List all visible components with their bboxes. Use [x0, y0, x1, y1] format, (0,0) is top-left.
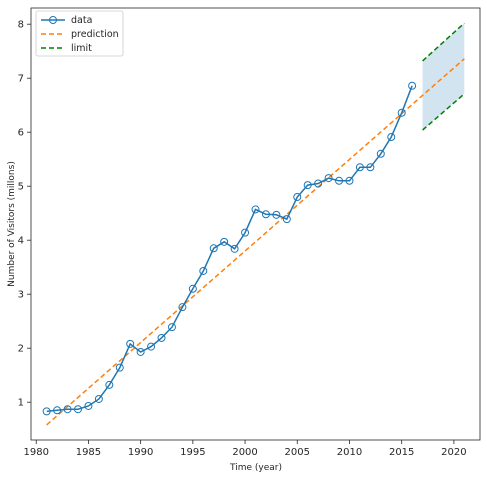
data-point-2014 — [387, 133, 396, 142]
y-tick-label-6: 6 — [18, 128, 24, 139]
x-tick-label-2005: 2005 — [285, 447, 310, 458]
legend: data prediction limit — [35, 10, 124, 57]
data-point-1989 — [126, 339, 135, 348]
data-point-2000 — [241, 228, 250, 237]
data-point-1986 — [94, 394, 103, 403]
x-tick-label-2000: 2000 — [232, 447, 257, 458]
data-point-2015 — [397, 108, 406, 117]
y-tick-label-7: 7 — [18, 74, 24, 85]
data-point-2005 — [293, 193, 302, 201]
prediction-line — [46, 58, 465, 426]
data-point-1999 — [230, 244, 239, 253]
data-point-1997 — [209, 244, 218, 253]
legend-label-prediction: prediction — [71, 29, 119, 40]
limit-lower-line — [422, 93, 465, 131]
legend-label-limit: limit — [71, 43, 92, 54]
series-layer — [42, 22, 465, 426]
x-tick-label-1980: 1980 — [23, 447, 48, 458]
legend-box — [35, 10, 124, 57]
x-tick-label-2010: 2010 — [337, 447, 362, 458]
data-point-2002 — [261, 210, 270, 219]
x-tick-label-1990: 1990 — [128, 447, 153, 458]
data-point-2008 — [324, 174, 333, 183]
prediction-band — [422, 23, 465, 131]
x-axis-label: Time (year) — [229, 463, 282, 473]
data-point-1995 — [188, 284, 197, 293]
data-point-1988 — [115, 363, 124, 372]
data-point-1990 — [136, 347, 145, 356]
data-point-2016 — [408, 81, 417, 90]
data-point-2004 — [282, 215, 291, 224]
data-point-1987 — [105, 380, 114, 389]
data-point-1982 — [53, 406, 62, 415]
x-tick-label-1985: 1985 — [76, 447, 101, 458]
y-tick-label-4: 4 — [18, 236, 24, 247]
data-point-2006 — [303, 181, 312, 190]
data-point-1994 — [178, 303, 187, 312]
limit-upper-line — [422, 22, 465, 62]
plot-area — [30, 7, 481, 441]
y-tick-label-1: 1 — [18, 398, 24, 409]
data-point-1991 — [147, 342, 156, 351]
y-axis-label: Number of Visitors (millons) — [7, 161, 17, 287]
data-point-2010 — [345, 176, 354, 185]
x-tick-label-1995: 1995 — [180, 447, 205, 458]
legend-label-data: data — [71, 15, 92, 26]
data-point-2011 — [355, 163, 364, 172]
data-point-2009 — [335, 176, 344, 185]
y-tick-label-2: 2 — [18, 344, 24, 355]
data-point-1983 — [63, 405, 72, 414]
data-point-2003 — [272, 210, 281, 219]
y-tick-label-3: 3 — [18, 290, 24, 301]
data-point-2007 — [314, 179, 323, 188]
data-point-1996 — [199, 266, 208, 275]
data-point-2013 — [376, 149, 385, 158]
data-point-1984 — [73, 405, 82, 414]
data-point-1985 — [84, 401, 93, 410]
data-point-1992 — [157, 333, 166, 342]
data-point-1998 — [220, 237, 229, 246]
x-tick-label-2020: 2020 — [441, 447, 466, 458]
limit-band — [422, 23, 465, 131]
data-point-2012 — [366, 163, 375, 172]
legend-data-marker — [49, 16, 57, 24]
x-axis-ticks: 1980 1985 1990 1995 2000 2005 2010 2015 2020 — [23, 440, 467, 458]
data-point-1993 — [167, 323, 176, 332]
y-axis-ticks: 1 2 3 4 5 6 7 8 — [18, 20, 31, 409]
data-point-2001 — [251, 205, 260, 214]
x-tick-label-2015: 2015 — [389, 447, 414, 458]
y-tick-label-8: 8 — [18, 20, 24, 31]
data-line — [46, 85, 413, 413]
y-tick-label-5: 5 — [18, 182, 24, 193]
data-point-1981 — [42, 407, 51, 416]
